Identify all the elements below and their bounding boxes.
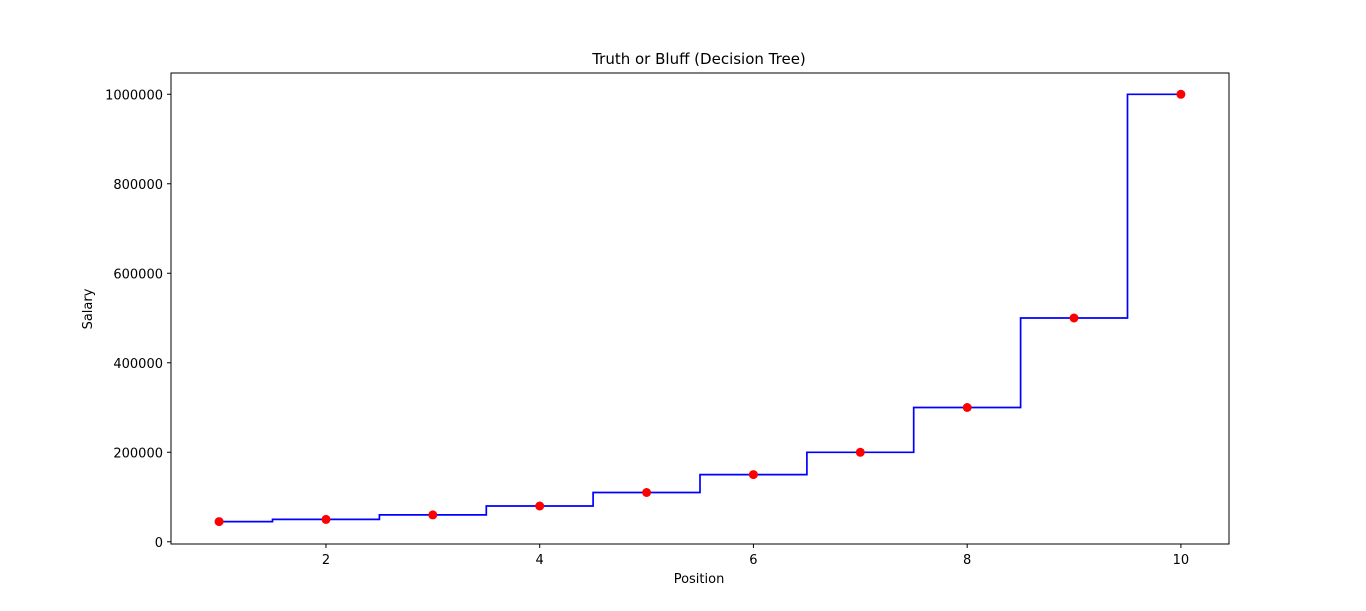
x-axis-label: Position — [674, 572, 725, 587]
data-point — [642, 488, 652, 497]
y-tick-label: 600000 — [113, 267, 163, 282]
y-tick-label: 800000 — [113, 178, 163, 193]
series-1-step-line — [219, 93, 1181, 523]
x-tick-label: 2 — [322, 553, 330, 568]
y-axis: 0 200000 400000 600000 800000 1000000 — [105, 88, 171, 551]
y-axis-label: Salary — [81, 288, 96, 329]
chart-title: Truth or Bluff (Decision Tree) — [591, 50, 806, 68]
data-point — [214, 517, 224, 527]
x-tick-label: 10 — [1173, 553, 1190, 568]
x-tick-label: 8 — [963, 553, 971, 568]
y-tick-label: 200000 — [113, 446, 163, 461]
x-axis: 2 4 6 8 10 — [322, 544, 1189, 568]
data-point — [535, 501, 545, 511]
data-point — [748, 470, 758, 480]
y-tick-label: 0 — [155, 536, 163, 551]
series-layer — [214, 89, 1186, 527]
data-point — [1069, 313, 1079, 323]
plot-area — [170, 72, 1230, 545]
data-point — [321, 514, 331, 524]
data-point — [428, 510, 438, 520]
plot-frame — [170, 72, 1230, 545]
x-tick-label: 4 — [536, 553, 544, 568]
data-point — [962, 403, 972, 412]
data-point — [1176, 89, 1186, 99]
data-point — [855, 447, 865, 457]
y-tick-label: 400000 — [113, 357, 163, 372]
x-tick-label: 6 — [749, 553, 757, 568]
y-tick-label: 1000000 — [105, 88, 163, 103]
